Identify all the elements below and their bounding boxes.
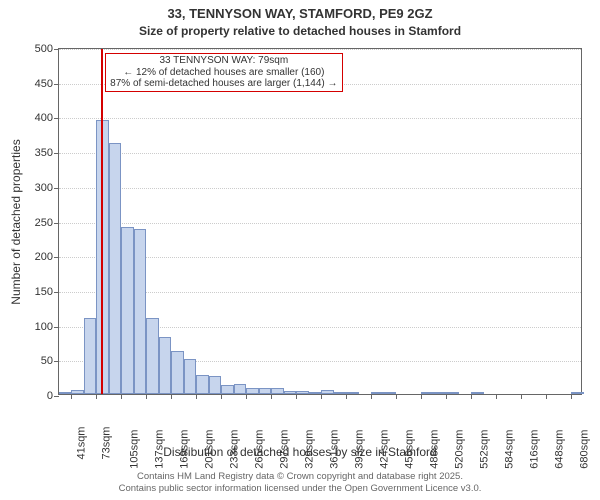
histogram-bar (321, 390, 333, 394)
histogram-bar (246, 388, 258, 394)
y-tick-label: 350 (35, 147, 59, 159)
histogram-bar (134, 229, 146, 394)
x-tick-mark (321, 394, 322, 399)
marker-line (101, 49, 103, 394)
histogram-bar (271, 388, 283, 394)
histogram-bar (109, 143, 121, 394)
x-axis-label: Distribution of detached houses by size … (0, 445, 600, 459)
y-tick-label: 0 (47, 390, 59, 402)
y-tick-label: 450 (35, 78, 59, 90)
x-tick-mark (246, 394, 247, 399)
histogram-bar (371, 392, 383, 394)
y-tick-label: 300 (35, 182, 59, 194)
x-tick-mark (96, 394, 97, 399)
x-tick-mark (221, 394, 222, 399)
x-tick-mark (571, 394, 572, 399)
x-tick-mark (196, 394, 197, 399)
histogram-bar (259, 388, 271, 394)
histogram-bar (196, 375, 208, 394)
x-tick-mark (471, 394, 472, 399)
histogram-bar (159, 337, 171, 394)
x-tick-mark (146, 394, 147, 399)
histogram-bar (346, 392, 358, 394)
chart-subtitle: Size of property relative to detached ho… (0, 24, 600, 38)
x-tick-mark (546, 394, 547, 399)
histogram-bar (184, 359, 196, 394)
histogram-bar (571, 392, 583, 394)
x-tick-mark (496, 394, 497, 399)
histogram-bar (234, 384, 246, 394)
callout-box: 33 TENNYSON WAY: 79sqm← 12% of detached … (105, 53, 342, 92)
y-tick-label: 250 (35, 217, 59, 229)
y-tick-label: 400 (35, 112, 59, 124)
histogram-bar (59, 392, 71, 394)
y-tick-label: 500 (35, 43, 59, 55)
x-tick-mark (521, 394, 522, 399)
histogram-bar (434, 392, 446, 394)
y-tick-label: 200 (35, 251, 59, 263)
callout-line: ← 12% of detached houses are smaller (16… (110, 67, 337, 79)
y-tick-label: 150 (35, 286, 59, 298)
x-tick-mark (121, 394, 122, 399)
histogram-bar (121, 227, 133, 394)
histogram-bar (71, 390, 83, 394)
grid-line (59, 49, 581, 50)
callout-line: 87% of semi-detached houses are larger (… (110, 78, 337, 90)
footer-line-1: Contains HM Land Registry data © Crown c… (0, 471, 600, 482)
chart-title: 33, TENNYSON WAY, STAMFORD, PE9 2GZ (0, 6, 600, 21)
histogram-bar (171, 351, 183, 394)
histogram-bar (309, 392, 321, 394)
x-tick-mark (371, 394, 372, 399)
histogram-bar (384, 392, 396, 394)
chart-footer: Contains HM Land Registry data © Crown c… (0, 471, 600, 494)
histogram-bar (221, 385, 233, 394)
histogram-chart: 33, TENNYSON WAY, STAMFORD, PE9 2GZ Size… (0, 0, 600, 500)
callout-line: 33 TENNYSON WAY: 79sqm (110, 55, 337, 67)
histogram-bar (209, 376, 221, 394)
x-tick-mark (346, 394, 347, 399)
x-tick-mark (396, 394, 397, 399)
grid-line (59, 153, 581, 154)
y-tick-label: 50 (41, 355, 59, 367)
histogram-bar (471, 392, 483, 394)
x-tick-mark (421, 394, 422, 399)
histogram-bar (84, 318, 96, 394)
x-tick-mark (296, 394, 297, 399)
histogram-bar (421, 392, 433, 394)
grid-line (59, 118, 581, 119)
x-tick-mark (446, 394, 447, 399)
histogram-bar (296, 391, 308, 394)
histogram-bar (446, 392, 458, 394)
grid-line (59, 223, 581, 224)
histogram-bar (334, 392, 346, 394)
plot-area: 05010015020025030035040045050041sqm73sqm… (58, 48, 582, 395)
x-tick-mark (171, 394, 172, 399)
histogram-bar (146, 318, 158, 394)
grid-line (59, 188, 581, 189)
histogram-bar (284, 391, 296, 394)
x-tick-mark (71, 394, 72, 399)
footer-line-2: Contains public sector information licen… (0, 483, 600, 494)
y-tick-label: 100 (35, 321, 59, 333)
y-axis-label: Number of detached properties (9, 139, 23, 304)
x-tick-mark (271, 394, 272, 399)
